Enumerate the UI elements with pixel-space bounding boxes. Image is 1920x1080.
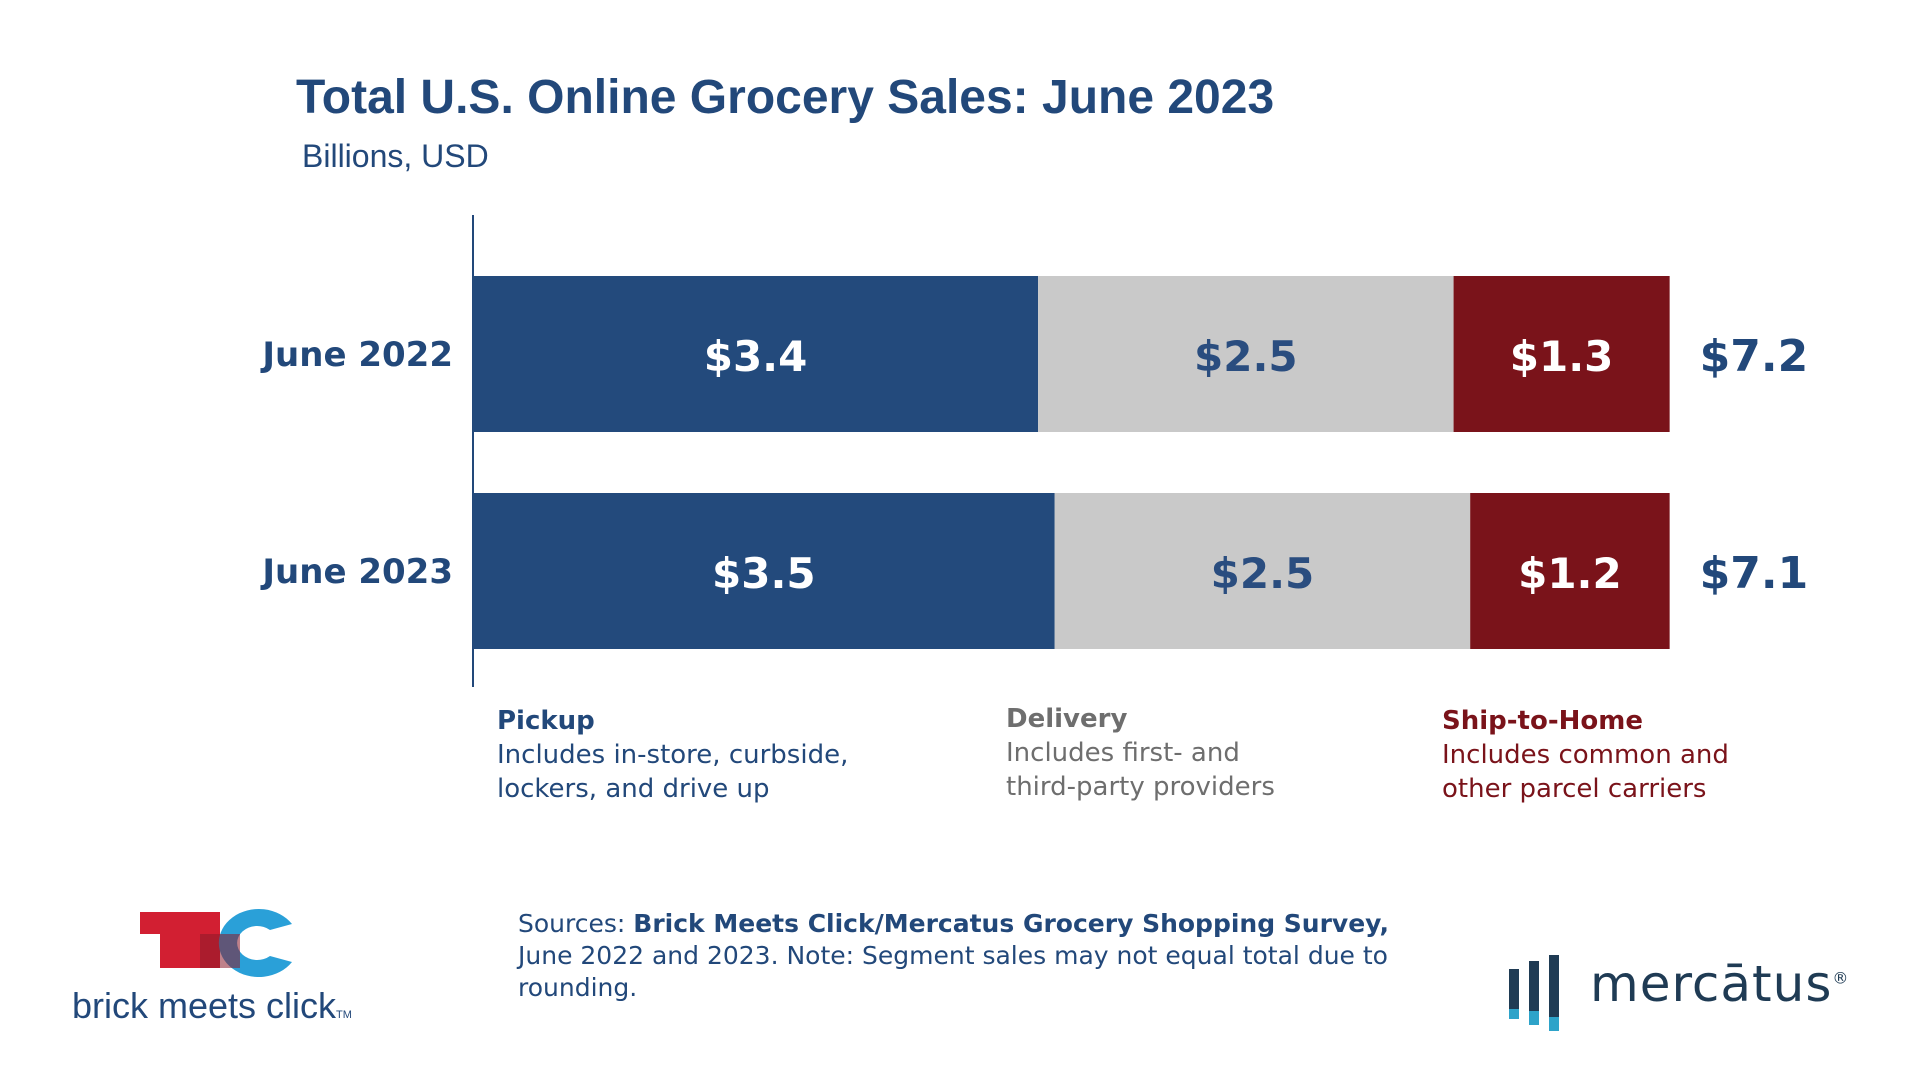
brick-meets-click-wordmark: brick meets clickTM <box>72 985 352 1027</box>
stacked-bar-chart: June 2022 $3.4 $2.5 $1.3 $7.2 June 2023 $3.5 $2… <box>260 215 1809 687</box>
legend-delivery: Delivery Includes first- and third-party… <box>1006 702 1306 804</box>
legend-pickup-desc: Includes in-store, curbside, lockers, an… <box>497 740 849 804</box>
bmc-wordmark-text: brick meets click <box>72 985 337 1026</box>
bar-segment <box>1054 493 1471 649</box>
bmc-trademark: TM <box>336 1009 352 1021</box>
bar-segment <box>1453 276 1670 432</box>
legend-ship-to-home-desc: Includes common and other parcel carrier… <box>1442 740 1729 804</box>
data-label: $3.4 <box>704 332 808 381</box>
legend-ship-to-home-title: Ship-to-Home <box>1442 706 1643 736</box>
sources-note: Sources: Brick Meets Click/Mercatus Groc… <box>518 908 1398 1004</box>
chart-title: Total U.S. Online Grocery Sales: June 20… <box>296 71 1275 124</box>
data-label: $3.5 <box>712 549 816 598</box>
mercatus-logo-icon <box>1509 955 1559 1031</box>
brick-meets-click-logo-icon <box>140 909 292 977</box>
legend-pickup-title: Pickup <box>497 706 595 736</box>
total-label: $7.2 <box>1700 331 1809 382</box>
bar-segment <box>1038 276 1454 432</box>
data-label: $2.5 <box>1211 549 1315 598</box>
chart-subtitle: Billions, USD <box>302 138 489 174</box>
category-label: June 2023 <box>260 552 453 592</box>
sources-rest: June 2022 and 2023. Note: Segment sales … <box>518 941 1388 1002</box>
legend-ship-to-home: Ship-to-Home Includes common and other p… <box>1442 704 1762 806</box>
mercatus-wordmark-text: mercātus <box>1590 955 1833 1013</box>
data-label: $1.2 <box>1518 549 1622 598</box>
bar-segment <box>1470 493 1670 649</box>
data-label: $2.5 <box>1194 332 1298 381</box>
bar-segment <box>473 493 1055 649</box>
sources-survey-name: Brick Meets Click/Mercatus Grocery Shopp… <box>633 909 1390 938</box>
legend-pickup: Pickup Includes in-store, curbside, lock… <box>497 704 917 806</box>
sources-label: Sources: <box>518 909 634 938</box>
data-label: $1.3 <box>1510 332 1614 381</box>
mercatus-wordmark: mercātus® <box>1590 955 1849 1013</box>
legend-delivery-title: Delivery <box>1006 704 1128 734</box>
legend-delivery-desc: Includes first- and third-party provider… <box>1006 738 1275 802</box>
bar-segment <box>473 276 1039 432</box>
category-label: June 2022 <box>260 335 453 375</box>
mercatus-registered: ® <box>1832 968 1850 988</box>
total-label: $7.1 <box>1700 548 1809 599</box>
